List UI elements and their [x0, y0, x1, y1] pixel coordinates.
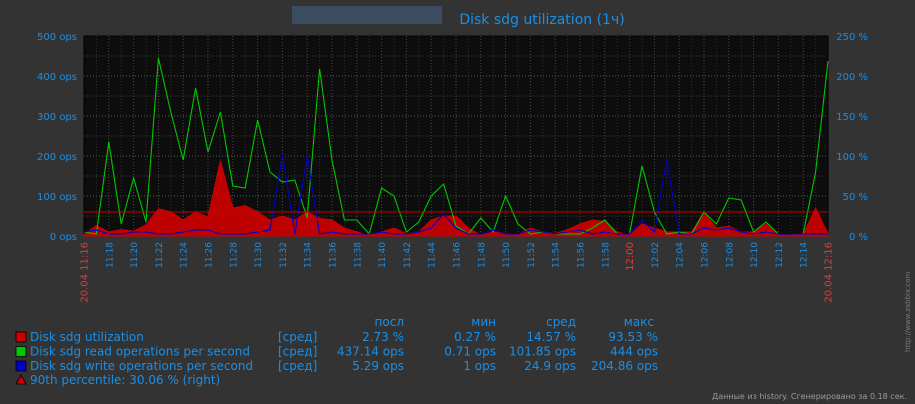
x-tick-label: 12:12 — [775, 242, 785, 268]
percentile-triangle-icon — [15, 374, 27, 385]
y-right-tick-label: 250 % — [836, 32, 868, 43]
legend-swatch — [15, 331, 27, 343]
x-tick-label: 11:24 — [180, 242, 190, 268]
x-tick-label: 11:50 — [502, 242, 512, 268]
legend-percentile: 90th percentile: 30.06 % (right) — [15, 373, 220, 387]
legend-row: Disk sdg write operations per second [сре… — [15, 359, 658, 373]
footer-text: Данные из history. Сгенерировано за 0.18… — [712, 392, 907, 401]
x-tick-label: 11:34 — [304, 242, 314, 268]
legend-min: 0.27 % — [454, 330, 496, 344]
x-major-tick-label: 20.04 12:16 — [824, 242, 835, 303]
legend-swatch — [15, 360, 27, 372]
title-mask — [292, 6, 442, 24]
legend-max: 204.86 ops — [591, 359, 658, 373]
series-write-ops-line — [83, 153, 828, 235]
legend-avg: 14.57 % — [526, 330, 576, 344]
x-tick-label: 11:52 — [527, 242, 537, 268]
y-axis-right: 0 % 50 % 100 % 150 % 200 % 250 % — [836, 32, 868, 243]
x-tick-label: 12:04 — [676, 242, 686, 268]
x-tick-label: 11:26 — [205, 242, 215, 268]
x-tick-label: 11:36 — [329, 242, 339, 268]
watermark: http://www.zabbix.com — [904, 272, 912, 352]
x-tick-label: 11:46 — [453, 242, 463, 268]
x-tick-label: 11:22 — [155, 242, 165, 268]
legend-func: [сред] — [278, 359, 317, 373]
x-tick-label: 11:58 — [601, 242, 611, 268]
legend-header-last: посл — [375, 315, 404, 329]
legend-header-min: мин — [471, 315, 496, 329]
legend-func: [сред] — [278, 345, 317, 359]
legend-series-name: Disk sdg utilization — [30, 330, 144, 344]
legend-row: Disk sdg utilization [сред] 2.73 % 0.27 % 14… — [15, 330, 658, 344]
y-axis-left: 0 ops 100 ops 200 ops 300 ops 400 ops 500 ops — [37, 32, 77, 243]
legend-last: 2.73 % — [362, 330, 404, 344]
y-right-tick-label: 50 % — [843, 192, 868, 203]
legend-percentile-label: 90th percentile: 30.06 % (right) — [30, 373, 220, 387]
x-tick-label: 11:32 — [279, 242, 289, 268]
series-utilization-area — [83, 160, 829, 237]
legend-avg: 24.9 ops — [524, 359, 576, 373]
legend-max: 444 ops — [610, 345, 658, 359]
x-tick-label: 12:10 — [750, 242, 760, 268]
x-tick-label: 11:28 — [229, 242, 239, 268]
x-tick-label: 12:06 — [701, 242, 711, 268]
x-tick-label: 11:40 — [378, 242, 388, 268]
legend-func: [сред] — [278, 330, 317, 344]
x-tick-label: 11:48 — [477, 242, 487, 268]
chart-title: Disk sdg utilization (1ч) — [459, 12, 624, 28]
y-right-tick-label: 0 % — [849, 232, 868, 243]
x-tick-label: 11:42 — [403, 242, 413, 268]
x-tick-label: 11:18 — [105, 242, 115, 268]
legend-last: 437.14 ops — [337, 345, 404, 359]
x-tick-label: 12:14 — [800, 242, 810, 268]
legend-last: 5.29 ops — [352, 359, 404, 373]
legend-headers: посл мин сред макс — [375, 315, 654, 329]
x-tick-label: 11:38 — [353, 242, 363, 268]
legend-max: 93.53 % — [608, 330, 658, 344]
legend-series-name: Disk sdg write operations per second — [30, 359, 253, 373]
x-major-tick-label: 12:00 — [625, 242, 636, 271]
x-tick-label: 11:44 — [428, 242, 438, 268]
legend-row: Disk sdg read operations per second [сред… — [15, 345, 658, 359]
x-axis: 11:18 11:20 11:22 11:24 11:26 11:28 11:30 11:32… — [80, 242, 835, 303]
series-layer — [83, 57, 829, 237]
y-left-tick-label: 0 ops — [50, 232, 77, 243]
legend-header-avg: сред — [546, 315, 576, 329]
x-major-tick-label: 20.04 11:16 — [80, 242, 91, 303]
y-left-tick-label: 200 ops — [37, 152, 77, 163]
x-tick-label: 12:08 — [725, 242, 735, 268]
legend-min: 0.71 ops — [444, 345, 496, 359]
y-left-tick-label: 300 ops — [37, 112, 77, 123]
y-left-tick-label: 500 ops — [37, 32, 77, 43]
y-right-tick-label: 100 % — [836, 152, 868, 163]
y-right-tick-label: 150 % — [836, 112, 868, 123]
legend-rows: Disk sdg utilization [сред] 2.73 % 0.27 % 14… — [15, 330, 658, 373]
grid — [84, 36, 828, 236]
y-left-tick-label: 100 ops — [37, 192, 77, 203]
x-tick-label: 11:30 — [254, 242, 264, 268]
legend-series-name: Disk sdg read operations per second — [30, 345, 250, 359]
x-tick-label: 11:54 — [552, 242, 562, 268]
x-tick-label: 11:20 — [130, 242, 140, 268]
y-left-tick-label: 400 ops — [37, 72, 77, 83]
y-right-tick-label: 200 % — [836, 72, 868, 83]
x-tick-label: 11:56 — [577, 242, 587, 268]
x-tick-label: 12:02 — [651, 242, 661, 268]
legend-min: 1 ops — [463, 359, 496, 373]
legend-avg: 101.85 ops — [509, 345, 576, 359]
legend-swatch — [15, 346, 27, 357]
legend-header-max: макс — [624, 315, 654, 329]
